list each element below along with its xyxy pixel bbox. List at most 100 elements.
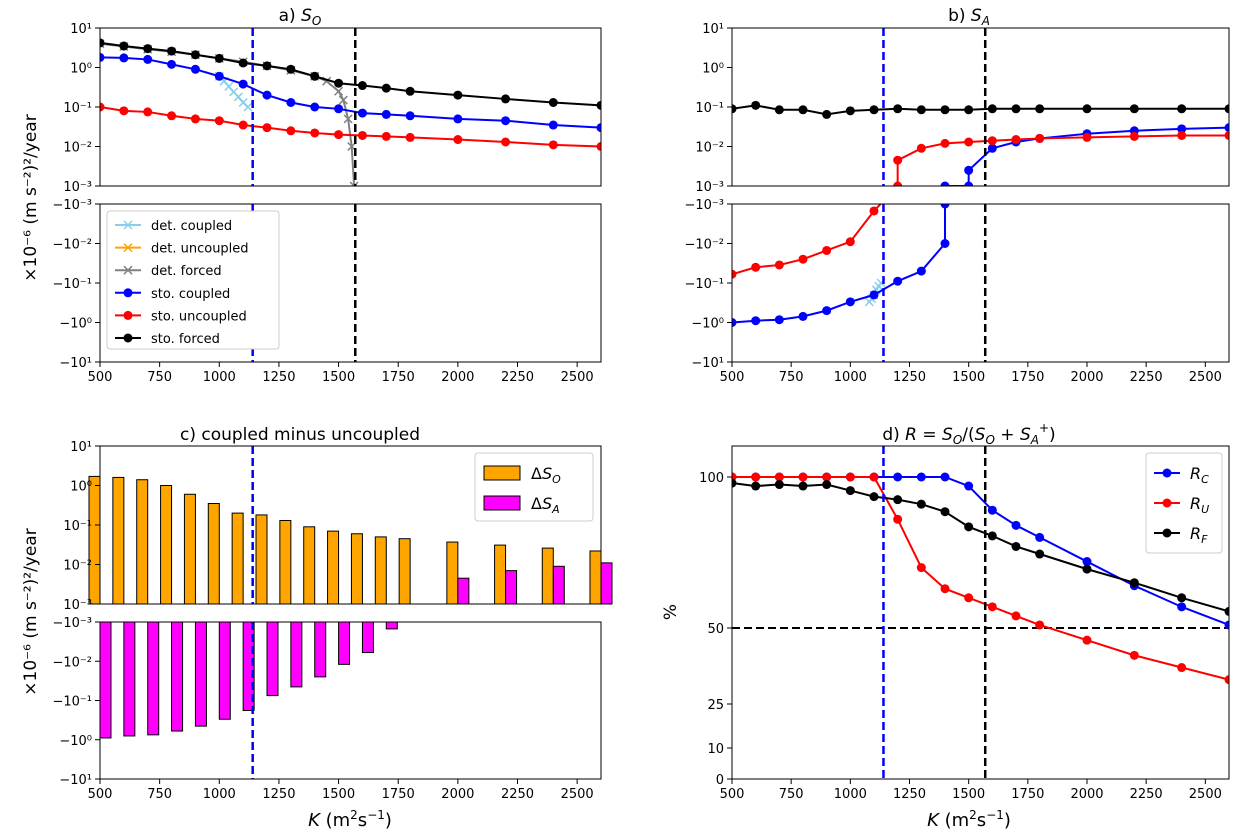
panel-d-ytick-label: 0 [716, 773, 724, 788]
panel-c-bar-dso [541, 547, 554, 605]
panel-b-point [845, 237, 855, 247]
panel-c-bar-dso [303, 526, 316, 605]
panel-a-point [119, 53, 129, 63]
panel-c-bar-dsa [505, 570, 518, 605]
panel-d-legend-sub: F [1201, 533, 1208, 546]
panel-a-point [143, 107, 153, 117]
panel-b-ytick-label: −10⁻¹ [684, 277, 724, 292]
panel-b-xtick-label: 500 [720, 370, 745, 385]
panel-d-point [798, 481, 808, 491]
panel-c-bar-dsa [600, 562, 613, 605]
panel-a-point [100, 52, 105, 62]
panel-d-xtick-label: 2250 [1130, 787, 1163, 802]
panel-c-bar-dsa [290, 621, 303, 688]
panel-a-point [243, 102, 253, 112]
panel-b-xtick-label: 2000 [1070, 370, 1103, 385]
panel-a-legend-label: det. uncoupled [151, 242, 249, 257]
panel-c-bar-dsa [314, 621, 327, 678]
panel-b-ytick-label: −10⁻³ [684, 198, 724, 213]
panel-a-series-sto-forced [100, 38, 601, 110]
panel-c-bar-dso [279, 519, 292, 605]
panel-d-legend-marker [1162, 528, 1172, 538]
panel-d-xtick-label: 500 [720, 787, 745, 802]
panel-b-point [1035, 104, 1045, 114]
panel-a-point [214, 116, 224, 126]
panel-d-ylabel: % [661, 604, 681, 620]
panel-a-point [119, 41, 129, 51]
panel-a-point [286, 97, 296, 107]
panel-d-point [1011, 541, 1021, 551]
panel-c-bar-dso [183, 493, 196, 605]
panel-b-point [822, 306, 832, 316]
panel-a-legend-marker [123, 220, 133, 230]
panel-d-legend-marker [1162, 468, 1172, 478]
panel-a-point [119, 106, 129, 116]
panel-c-legend-s: S [542, 464, 552, 483]
panel-b-ytick-label: 10⁻² [695, 141, 724, 156]
panel-d-xlabel: K (m2s−1) [927, 808, 1011, 831]
panel-a-series-det-coupled [214, 71, 253, 112]
panel-a-point [167, 111, 177, 121]
panel-a-xtick-label: 1750 [382, 370, 415, 385]
panel-d-point [751, 481, 761, 491]
panel-a-point [190, 50, 200, 60]
panel-d-xtick-label: 2500 [1189, 787, 1222, 802]
panel-d-point [987, 531, 997, 541]
panel-a-ytick-label: −10⁻² [52, 238, 92, 253]
panel-c-bar-dsa [338, 621, 351, 665]
panel-c-bar-dsa [385, 621, 398, 630]
panel-a-point [453, 135, 463, 145]
panel-a-point [548, 140, 558, 150]
panel-a-legend [106, 210, 280, 350]
panel-b-ytick-label: −10⁰ [691, 317, 724, 332]
panel-c-legend-swatch [483, 495, 521, 511]
panel-d-ytick-label: 10 [707, 742, 724, 757]
panel-a-point [143, 54, 153, 64]
panel-c-xtick-label: 1500 [322, 787, 355, 802]
panel-c-bar-dsa [266, 621, 279, 697]
panel-c-xtick-label: 750 [147, 787, 172, 802]
panel-c-bar-dso [231, 512, 244, 605]
panel-d-point [869, 472, 879, 482]
panel-d-point [1177, 663, 1187, 673]
panel-b-point [1224, 130, 1229, 140]
panel-b-point [893, 104, 903, 114]
panel-a-xtick-label: 2500 [561, 370, 594, 385]
panel-a-point [238, 79, 248, 89]
panel-d-legend-sub: U [1201, 503, 1209, 516]
panel-a-point [381, 131, 391, 141]
panel-a-point [357, 130, 367, 140]
panel-d-point [916, 563, 926, 573]
panel-c-xlabel: K (m2s−1) [308, 808, 392, 831]
panel-d-point [774, 472, 784, 482]
panel-b-point [1011, 135, 1021, 145]
panel-d-point [1224, 675, 1229, 685]
panel-b-point [1129, 104, 1139, 114]
panel-d-point [893, 514, 903, 524]
panel-a-point [405, 111, 415, 121]
panel-b-title: b) SA [948, 6, 990, 28]
panel-a-point [310, 102, 320, 112]
panel-d-point [1011, 611, 1021, 621]
panel-a-series-det-forced [100, 39, 359, 191]
panel-d-point [964, 522, 974, 532]
panel-b-point [1035, 133, 1045, 143]
panels: 10¹ 10⁰ 10⁻¹ 10⁻² 10⁻³ −10⁻³ −10⁻² −10⁻¹ −10⁰ −10… [52, 22, 1230, 802]
panel-b-point [732, 318, 737, 327]
panel-c-xtick-label: 1750 [382, 787, 415, 802]
panel-a-point [405, 132, 415, 142]
panel-a-legend-label: det. forced [151, 264, 222, 279]
panel-a-point [501, 116, 511, 126]
panel-d-series-r-u [732, 472, 1229, 685]
panel-b-line [732, 126, 1229, 324]
panel-c-xtick-label: 1000 [203, 787, 236, 802]
panel-b-point [987, 104, 997, 114]
panel-b-point [916, 143, 926, 153]
panel-c-bar-dsa [171, 621, 184, 732]
panel-c-xtick-label: 2250 [501, 787, 534, 802]
panel-d-point [1082, 564, 1092, 574]
panel-a-point [381, 83, 391, 93]
panel-b-point [869, 290, 879, 300]
panel-a-point [334, 130, 344, 140]
panel-c-ytick-label: 10⁰ [70, 480, 92, 495]
